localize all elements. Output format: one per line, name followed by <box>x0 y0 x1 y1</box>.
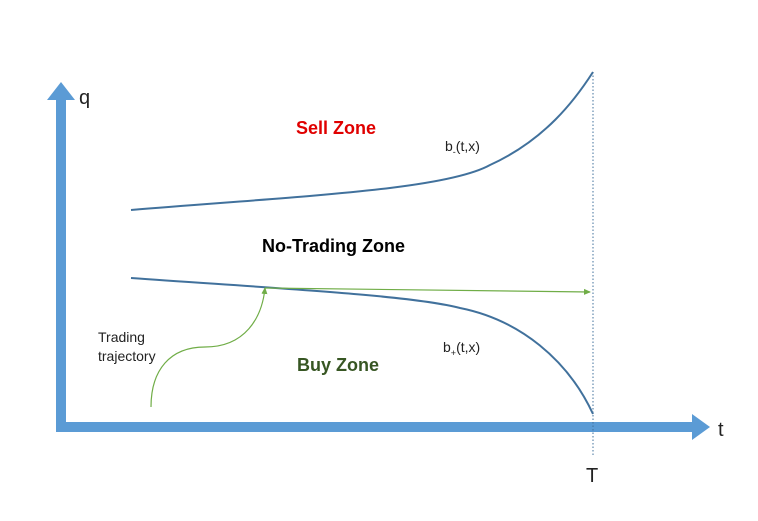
y-axis <box>47 82 75 432</box>
upper-boundary-curve <box>130 71 594 211</box>
upper-boundary-suffix: (t,x) <box>456 138 480 154</box>
upper-boundary-subscript: - <box>453 147 456 157</box>
x-axis <box>56 414 710 440</box>
trajectory-curve <box>150 287 268 408</box>
y-axis-label: q <box>79 87 90 109</box>
y-axis-shaft <box>56 98 66 432</box>
lower-boundary-curve <box>130 277 594 415</box>
trajectory-label-line2: trajectory <box>98 348 156 364</box>
trajectory-label-line1: Trading <box>98 329 145 345</box>
trading-trajectory <box>150 287 591 408</box>
y-axis-arrowhead <box>47 82 75 100</box>
x-axis-label: t <box>718 419 724 441</box>
lower-boundary-subscript: + <box>451 348 456 358</box>
lower-boundary-prefix: b <box>443 339 451 355</box>
upper-boundary-label: b-(t,x) <box>445 138 480 157</box>
no-trading-zone-label: No-Trading Zone <box>262 236 405 256</box>
trajectory-horizontal <box>264 287 591 295</box>
lower-boundary-label: b+(t,x) <box>443 339 480 358</box>
sell-zone-label: Sell Zone <box>296 118 376 138</box>
buy-zone-label: Buy Zone <box>297 355 379 375</box>
x-axis-shaft <box>56 422 694 432</box>
x-axis-arrowhead <box>692 414 710 440</box>
lower-boundary-suffix: (t,x) <box>456 339 480 355</box>
terminal-time-label: T <box>586 465 598 487</box>
upper-boundary-prefix: b <box>445 138 453 154</box>
